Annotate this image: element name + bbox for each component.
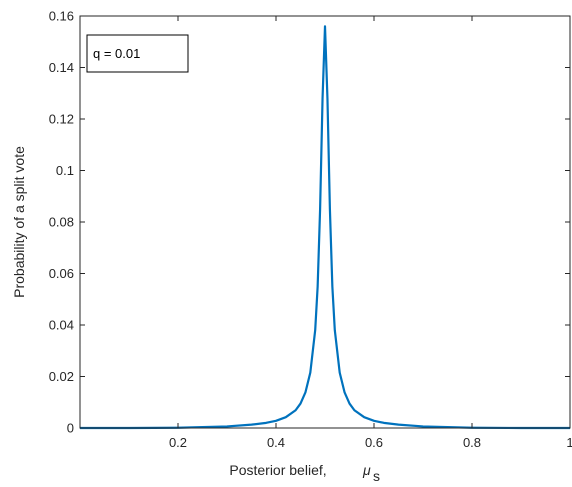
y-tick-label: 0 — [67, 421, 74, 436]
y-axis: 0 0.02 0.04 0.06 0.08 0.1 0.12 0.14 0.16 — [49, 9, 570, 436]
series-line-0 — [80, 25, 570, 430]
y-tick-label: 0.02 — [49, 369, 74, 384]
x-tick-label: 0.6 — [365, 435, 383, 450]
y-tick-label: 0.04 — [49, 318, 74, 333]
x-axis-label: Posterior belief, — [229, 462, 326, 478]
plot-area — [80, 16, 570, 428]
x-axis: 0.2 0.4 0.6 0.8 1 — [169, 16, 572, 450]
y-tick-label: 0.12 — [49, 112, 74, 127]
x-axis-label-symbol: μ — [362, 462, 371, 478]
y-tick-label: 0.06 — [49, 266, 74, 281]
x-tick-label: 0.2 — [169, 435, 187, 450]
y-tick-label: 0.1 — [56, 163, 74, 178]
chart-marks — [80, 25, 570, 430]
x-tick-label: 0.4 — [267, 435, 285, 450]
x-tick-label: 0.8 — [463, 435, 481, 450]
y-tick-label: 0.08 — [49, 215, 74, 230]
legend-annotation: q = 0.01 — [93, 46, 140, 61]
y-axis-label: Probability of a split vote — [11, 146, 27, 298]
x-tick-label: 1 — [566, 435, 572, 450]
x-axis-label-subscript: s — [373, 468, 380, 484]
legend-box: q = 0.01 — [86, 34, 189, 73]
y-tick-label: 0.14 — [49, 60, 74, 75]
y-tick-label: 0.16 — [49, 9, 74, 24]
